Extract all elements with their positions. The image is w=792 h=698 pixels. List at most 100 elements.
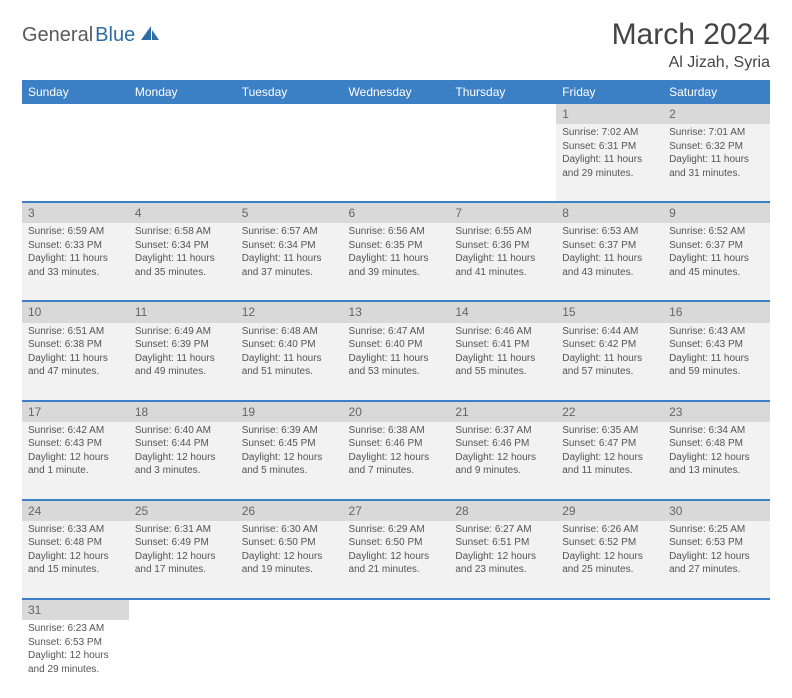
sunrise-text: Sunrise: 6:58 AM <box>135 225 230 239</box>
day-cell: Sunrise: 7:02 AMSunset: 6:31 PMDaylight:… <box>556 124 663 202</box>
day-cell: Sunrise: 6:38 AMSunset: 6:46 PMDaylight:… <box>343 422 450 500</box>
day-cell: Sunrise: 6:47 AMSunset: 6:40 PMDaylight:… <box>343 323 450 401</box>
day-number: 17 <box>22 401 129 422</box>
sunrise-text: Sunrise: 6:30 AM <box>242 523 337 537</box>
daylight-text: Daylight: 12 hours and 5 minutes. <box>242 451 337 478</box>
day-cell <box>129 620 236 698</box>
day-cell <box>556 620 663 698</box>
day-cell <box>449 124 556 202</box>
day-number <box>663 599 770 620</box>
title-block: March 2024 Al Jizah, Syria <box>612 18 770 72</box>
sunset-text: Sunset: 6:42 PM <box>562 338 657 352</box>
day-cell <box>663 620 770 698</box>
day-number: 16 <box>663 301 770 322</box>
day-cell: Sunrise: 6:51 AMSunset: 6:38 PMDaylight:… <box>22 323 129 401</box>
sunrise-text: Sunrise: 6:38 AM <box>349 424 444 438</box>
daylight-text: Daylight: 11 hours and 35 minutes. <box>135 252 230 279</box>
calendar-table: SundayMondayTuesdayWednesdayThursdayFrid… <box>22 80 770 698</box>
day-number <box>343 599 450 620</box>
day-number-row: 3456789 <box>22 202 770 223</box>
sunset-text: Sunset: 6:53 PM <box>28 636 123 650</box>
daylight-text: Daylight: 11 hours and 49 minutes. <box>135 352 230 379</box>
day-number <box>129 104 236 124</box>
daylight-text: Daylight: 12 hours and 11 minutes. <box>562 451 657 478</box>
daylight-text: Daylight: 12 hours and 7 minutes. <box>349 451 444 478</box>
day-number <box>236 599 343 620</box>
day-number: 26 <box>236 500 343 521</box>
sunrise-text: Sunrise: 6:55 AM <box>455 225 550 239</box>
day-number: 7 <box>449 202 556 223</box>
day-number: 18 <box>129 401 236 422</box>
day-cell <box>22 124 129 202</box>
daylight-text: Daylight: 11 hours and 47 minutes. <box>28 352 123 379</box>
daylight-text: Daylight: 12 hours and 15 minutes. <box>28 550 123 577</box>
day-cell: Sunrise: 6:57 AMSunset: 6:34 PMDaylight:… <box>236 223 343 301</box>
day-number-row: 10111213141516 <box>22 301 770 322</box>
daylight-text: Daylight: 12 hours and 27 minutes. <box>669 550 764 577</box>
day-content-row: Sunrise: 6:59 AMSunset: 6:33 PMDaylight:… <box>22 223 770 301</box>
day-cell: Sunrise: 6:40 AMSunset: 6:44 PMDaylight:… <box>129 422 236 500</box>
day-number: 19 <box>236 401 343 422</box>
sunrise-text: Sunrise: 6:39 AM <box>242 424 337 438</box>
sunset-text: Sunset: 6:32 PM <box>669 140 764 154</box>
daylight-text: Daylight: 11 hours and 59 minutes. <box>669 352 764 379</box>
sunrise-text: Sunrise: 6:43 AM <box>669 325 764 339</box>
day-number-row: 24252627282930 <box>22 500 770 521</box>
sunset-text: Sunset: 6:34 PM <box>242 239 337 253</box>
sunset-text: Sunset: 6:44 PM <box>135 437 230 451</box>
sunset-text: Sunset: 6:46 PM <box>349 437 444 451</box>
day-number: 1 <box>556 104 663 124</box>
sunset-text: Sunset: 6:50 PM <box>349 536 444 550</box>
sunset-text: Sunset: 6:36 PM <box>455 239 550 253</box>
sunset-text: Sunset: 6:41 PM <box>455 338 550 352</box>
sunset-text: Sunset: 6:43 PM <box>28 437 123 451</box>
day-number <box>22 104 129 124</box>
daylight-text: Daylight: 11 hours and 29 minutes. <box>562 153 657 180</box>
day-cell: Sunrise: 6:25 AMSunset: 6:53 PMDaylight:… <box>663 521 770 599</box>
daylight-text: Daylight: 12 hours and 9 minutes. <box>455 451 550 478</box>
day-cell <box>449 620 556 698</box>
month-title: March 2024 <box>612 18 770 52</box>
sunset-text: Sunset: 6:51 PM <box>455 536 550 550</box>
day-cell: Sunrise: 6:30 AMSunset: 6:50 PMDaylight:… <box>236 521 343 599</box>
day-number: 3 <box>22 202 129 223</box>
daylight-text: Daylight: 11 hours and 45 minutes. <box>669 252 764 279</box>
day-number: 15 <box>556 301 663 322</box>
day-number <box>129 599 236 620</box>
weekday-header: Saturday <box>663 80 770 104</box>
day-cell: Sunrise: 6:59 AMSunset: 6:33 PMDaylight:… <box>22 223 129 301</box>
weekday-header: Wednesday <box>343 80 450 104</box>
sunset-text: Sunset: 6:37 PM <box>562 239 657 253</box>
sunrise-text: Sunrise: 6:53 AM <box>562 225 657 239</box>
day-number: 22 <box>556 401 663 422</box>
sunrise-text: Sunrise: 6:27 AM <box>455 523 550 537</box>
sunrise-text: Sunrise: 6:33 AM <box>28 523 123 537</box>
day-number: 25 <box>129 500 236 521</box>
day-number: 13 <box>343 301 450 322</box>
weekday-header: Friday <box>556 80 663 104</box>
day-number-row: 31 <box>22 599 770 620</box>
day-cell <box>343 124 450 202</box>
day-cell <box>236 124 343 202</box>
sunset-text: Sunset: 6:46 PM <box>455 437 550 451</box>
sunrise-text: Sunrise: 6:31 AM <box>135 523 230 537</box>
location: Al Jizah, Syria <box>612 54 770 72</box>
day-number: 2 <box>663 104 770 124</box>
sunset-text: Sunset: 6:38 PM <box>28 338 123 352</box>
day-cell: Sunrise: 6:53 AMSunset: 6:37 PMDaylight:… <box>556 223 663 301</box>
weekday-header: Thursday <box>449 80 556 104</box>
sunrise-text: Sunrise: 6:37 AM <box>455 424 550 438</box>
daylight-text: Daylight: 11 hours and 41 minutes. <box>455 252 550 279</box>
day-number: 4 <box>129 202 236 223</box>
sunrise-text: Sunrise: 6:35 AM <box>562 424 657 438</box>
day-number <box>449 599 556 620</box>
day-number: 31 <box>22 599 129 620</box>
day-number: 29 <box>556 500 663 521</box>
day-cell: Sunrise: 6:56 AMSunset: 6:35 PMDaylight:… <box>343 223 450 301</box>
day-cell: Sunrise: 6:52 AMSunset: 6:37 PMDaylight:… <box>663 223 770 301</box>
day-cell: Sunrise: 6:44 AMSunset: 6:42 PMDaylight:… <box>556 323 663 401</box>
day-cell: Sunrise: 6:39 AMSunset: 6:45 PMDaylight:… <box>236 422 343 500</box>
day-number: 28 <box>449 500 556 521</box>
day-cell: Sunrise: 6:26 AMSunset: 6:52 PMDaylight:… <box>556 521 663 599</box>
sunrise-text: Sunrise: 6:40 AM <box>135 424 230 438</box>
